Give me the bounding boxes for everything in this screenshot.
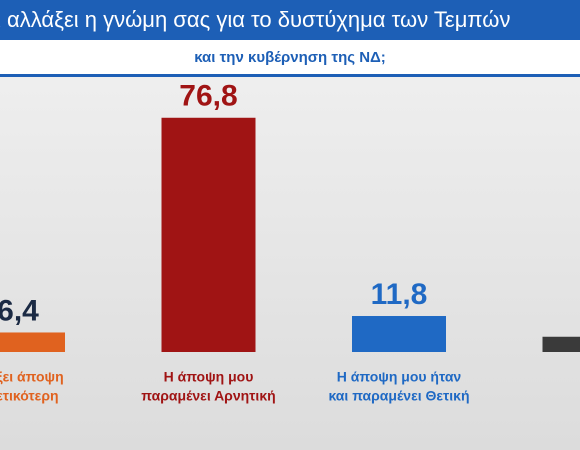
value-label: 11,8 <box>371 278 428 311</box>
category-label: Η άποψη μου ήταν <box>337 369 462 385</box>
bar <box>542 336 580 352</box>
subtitle-banner <box>0 40 580 74</box>
chart-subtitle: και την κυβέρνηση της ΝΔ; <box>194 49 386 66</box>
category-label: λλάξει άποψη <box>0 369 64 385</box>
category-label: παραμένει Αρνητική <box>141 388 275 404</box>
category-label: Η άποψη μου <box>164 369 254 385</box>
title-banner <box>0 0 580 40</box>
bar <box>161 117 256 352</box>
bar <box>0 332 65 352</box>
value-label: 6,4 <box>0 294 39 327</box>
bar <box>352 316 446 352</box>
chart-title: ι αλλάξει η γνώμη σας για το δυστύχημα τ… <box>0 7 510 32</box>
banner-rule <box>0 74 580 77</box>
category-label: ι Θετικότερη <box>0 388 59 404</box>
value-label: 76,8 <box>179 80 237 113</box>
category-label: και παραμένει Θετική <box>328 388 469 404</box>
